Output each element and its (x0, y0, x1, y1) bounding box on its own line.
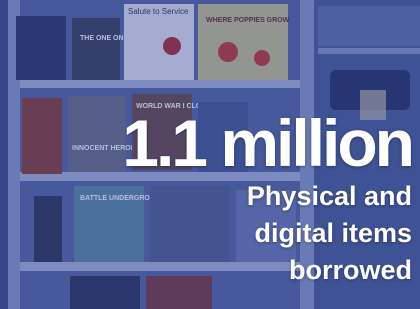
caption-line: Physical and (247, 178, 412, 215)
caption-line: borrowed (247, 252, 412, 289)
page: THE ONE ON WAR Salute to Service WHERE P… (0, 0, 420, 309)
caption: Physical and digital items borrowed (247, 178, 412, 289)
headline-stat: 1.1 million (122, 108, 412, 178)
caption-line: digital items (247, 215, 412, 252)
